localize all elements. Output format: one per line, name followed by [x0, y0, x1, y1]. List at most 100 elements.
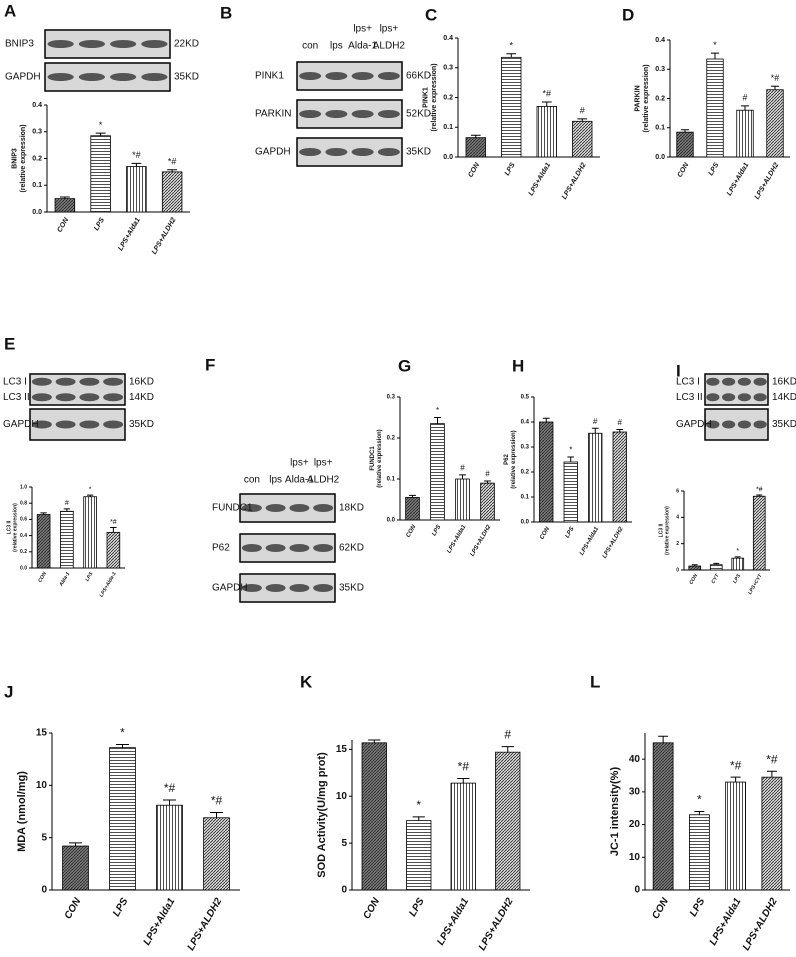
bar [465, 137, 486, 158]
blot-band [55, 420, 76, 429]
error-bar [616, 429, 624, 432]
y-tick-label: 40 [629, 754, 641, 765]
y-tick-label: 0 [676, 567, 679, 573]
blot-band [753, 377, 767, 386]
blot-band [299, 148, 322, 156]
size-label: 16KD [129, 376, 154, 387]
bar [361, 742, 387, 891]
lane-label: lps+ [380, 24, 399, 35]
x-tick-label: LPS+ALDH2 [561, 162, 588, 201]
y-tick-label: 0.1 [387, 477, 396, 483]
error-bar [434, 417, 441, 424]
y-tick-label: 0.3 [521, 445, 530, 451]
x-tick-label: CON [650, 896, 671, 921]
error-bar [577, 118, 588, 122]
size-label: 22KD [174, 39, 199, 50]
y-axis-label: (relative expression) [511, 430, 517, 488]
blot-band [737, 420, 751, 429]
bar [652, 742, 674, 891]
x-tick-label: LPS+ALDH2 [741, 896, 780, 953]
error-bar [710, 52, 720, 60]
size-label: 16KD [772, 376, 796, 387]
y-tick-label: 0.0 [655, 154, 665, 161]
error-bar [740, 105, 750, 111]
protein-label: LC3 II [3, 392, 30, 403]
significance-label: # [460, 463, 465, 472]
y-tick-label: 0.0 [521, 520, 530, 526]
significance-label: *# [110, 519, 117, 526]
bar [536, 106, 557, 158]
blot-band [722, 420, 736, 429]
x-tick-label: LPS+Alda1 [579, 526, 600, 557]
x-tick-label: LPS+CYT [747, 572, 764, 595]
panel-label: K [300, 672, 313, 691]
blot-band [289, 504, 310, 512]
error-bar [766, 770, 777, 778]
panel-label: F [205, 355, 215, 374]
y-tick-label: 15 [36, 728, 48, 739]
blot-band [78, 40, 105, 48]
size-label: 66KD [406, 71, 431, 82]
bar [405, 497, 420, 521]
x-tick-label: CON [406, 524, 418, 539]
x-tick-label: LPS+ALDH2 [754, 162, 781, 201]
blot-band [103, 377, 124, 386]
blot-band [737, 377, 751, 386]
blot-band [265, 504, 286, 512]
error-bar [501, 746, 514, 753]
significance-label: * [89, 486, 92, 493]
significance-label: # [742, 92, 747, 102]
blot-band [325, 72, 348, 80]
blot-band [753, 420, 767, 429]
y-axis-label: LC3 II [658, 523, 664, 537]
y-axis-label: (relative expression) [431, 63, 438, 131]
size-label: 35KD [772, 419, 796, 430]
blot-band [55, 377, 76, 386]
bar [688, 565, 702, 571]
y-axis-label: (relative expression) [20, 124, 27, 192]
blot-band [377, 72, 400, 80]
lane-label: Alda-1 [285, 475, 314, 486]
x-tick-label: LPS+ALDH2 [602, 526, 625, 560]
error-bar [484, 480, 491, 484]
significance-label: *# [766, 752, 778, 766]
lane-label: lps+ [314, 458, 333, 469]
x-tick-label: CON [361, 896, 382, 921]
significance-label: *# [542, 89, 551, 99]
significance-label: * [99, 120, 103, 130]
y-tick-label: 0.1 [655, 125, 665, 132]
bar [480, 482, 495, 521]
significance-label: * [713, 40, 717, 50]
size-label: 35KD [174, 72, 199, 83]
blot-band [299, 110, 322, 118]
lane-label: ALDH2 [307, 475, 340, 486]
error-bar [210, 812, 223, 818]
y-tick-label: 0.4 [32, 102, 42, 109]
lane-label: lps+ [353, 24, 372, 35]
panel-label: L [590, 672, 600, 691]
x-tick-label: LPS [111, 896, 130, 919]
bar [501, 56, 522, 158]
protein-label: GAPDH [212, 583, 248, 594]
x-tick-label: CON [677, 161, 691, 179]
error-bar [459, 474, 466, 479]
blot-band [265, 584, 286, 592]
y-tick-label: 1.0 [20, 484, 27, 490]
significance-label: *# [771, 73, 780, 83]
x-tick-label: LPS+ALDH2 [186, 896, 225, 953]
blot-band [55, 393, 76, 402]
y-tick-label: 0.4 [20, 533, 27, 539]
bar [689, 814, 710, 891]
bar [156, 804, 183, 891]
size-label: 35KD [129, 419, 154, 430]
y-axis-label: MDA (nmol/mg) [16, 771, 28, 852]
y-axis-label: P62 [504, 454, 510, 465]
y-tick-label: 0.3 [443, 65, 453, 72]
blot-band [351, 72, 374, 80]
y-tick-label: 0.0 [32, 209, 42, 216]
y-tick-label: 20 [629, 819, 641, 830]
x-tick-label: LPS+ALDH2 [151, 217, 178, 256]
protein-label: PINK1 [255, 71, 284, 82]
error-bar [691, 564, 698, 567]
blot-band [722, 393, 736, 402]
